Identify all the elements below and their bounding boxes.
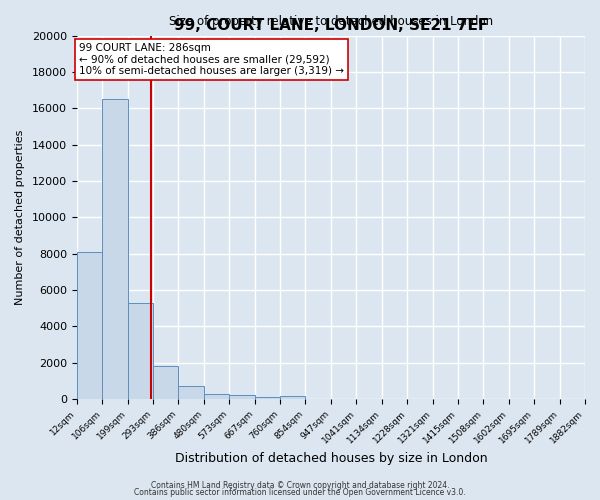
Bar [254,398,280,399]
Bar [128,303,153,399]
Text: Size of property relative to detached houses in London: Size of property relative to detached ho… [169,16,493,28]
Bar [178,386,204,399]
Text: 99 COURT LANE: 286sqm
← 90% of detached houses are smaller (29,592)
10% of semi-: 99 COURT LANE: 286sqm ← 90% of detached … [79,43,344,76]
Title: 99, COURT LANE, LONDON, SE21 7EF: 99, COURT LANE, LONDON, SE21 7EF [174,18,488,33]
Bar [153,366,178,399]
Text: Contains public sector information licensed under the Open Government Licence v3: Contains public sector information licen… [134,488,466,497]
Bar [77,252,102,399]
Y-axis label: Number of detached properties: Number of detached properties [15,130,25,305]
Bar [102,100,128,399]
Text: Contains HM Land Registry data © Crown copyright and database right 2024.: Contains HM Land Registry data © Crown c… [151,480,449,490]
Bar [229,394,254,399]
Bar [280,396,305,399]
X-axis label: Distribution of detached houses by size in London: Distribution of detached houses by size … [175,452,487,465]
Bar [204,394,229,399]
